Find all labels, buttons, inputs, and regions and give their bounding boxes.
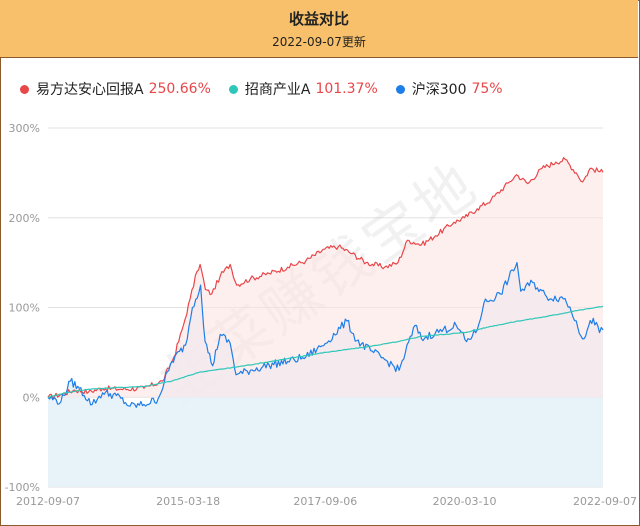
update-date: 2022-09-07更新 xyxy=(272,35,366,49)
legend-value-fund-a: 250.66% xyxy=(148,81,211,97)
legend-marker-fund-a xyxy=(20,84,29,94)
legend: 易方达安心回报A 250.66% 招商产业A 101.37% 沪深300 75% xyxy=(20,79,521,99)
y-tick-label: 200% xyxy=(9,212,40,225)
legend-marker-index xyxy=(395,84,405,94)
legend-item-fund-b[interactable]: 招商产业A 101.37% xyxy=(228,79,378,99)
x-tick-label: 2020-03-10 xyxy=(433,495,497,508)
x-tick-label: 2012-09-07 xyxy=(16,495,80,508)
x-tick-label: 2022-09-07 xyxy=(573,495,637,508)
series-area xyxy=(48,157,603,399)
legend-value-fund-b: 101.37% xyxy=(315,81,378,97)
chart-title: 收益对比 xyxy=(288,10,349,28)
y-tick-label: 0% xyxy=(23,391,40,404)
legend-value-index: 75% xyxy=(471,81,503,97)
chart-header: 收益对比 2022-09-07更新 xyxy=(0,0,638,58)
legend-marker-fund-b xyxy=(228,84,238,94)
legend-item-index[interactable]: 沪深300 75% xyxy=(395,79,503,99)
y-tick-label: 300% xyxy=(9,122,40,135)
y-tick-label: -100% xyxy=(5,481,40,494)
series-line xyxy=(47,305,604,398)
y-tick-label: 100% xyxy=(9,302,40,315)
x-tick-label: 2017-09-06 xyxy=(293,495,357,508)
x-tick-label: 2015-03-18 xyxy=(156,495,220,508)
legend-label-fund-a: 易方达安心回报A xyxy=(36,82,144,98)
legend-label-fund-b: 招商产业A xyxy=(244,82,311,98)
series-line xyxy=(47,262,604,408)
legend-item-fund-a[interactable]: 易方达安心回报A 250.66% xyxy=(20,79,211,99)
legend-label-index: 沪深300 xyxy=(411,82,467,98)
